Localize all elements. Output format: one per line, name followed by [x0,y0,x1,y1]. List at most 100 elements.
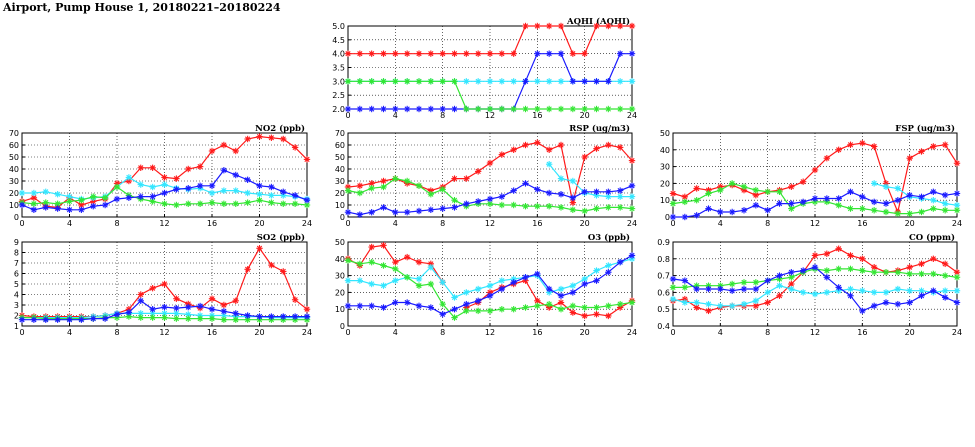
no2-series-green-point [173,201,180,209]
so2-series-blue-point [185,303,192,311]
co-x-tick-label: 24 [952,328,962,337]
no2-series-cyan-point [208,189,216,197]
so2-series-cyan-point [185,311,192,318]
co-series-cyan-point [941,287,949,294]
no2-y-tick-label: 50 [9,153,19,162]
o3-series-blue-point [474,297,482,304]
rsp-series-green-point [427,191,435,198]
fsp-series-red-point [693,185,700,192]
rsp-series-blue-point [498,193,506,200]
o3-series-blue-point [403,299,411,306]
no2-series-blue-point [196,182,204,189]
aqhi-series-blue-point [415,105,423,113]
co-x-tick-label: 16 [857,328,867,337]
no2-series-cyan-point [244,189,251,197]
fsp-series-red-point [870,143,878,150]
rsp-series-blue-point [581,188,588,195]
rsp-y-tick-label: 10 [335,201,345,210]
fsp-series-green-point [740,183,748,190]
so2-y-tick-label: 9 [14,238,19,247]
fsp-series-blue-point [717,208,724,216]
co-x-tick-label: 20 [905,328,915,337]
aqhi-series-green-point [415,78,423,85]
fsp-series-green-point [847,205,854,212]
o3-series-cyan-point [486,282,494,289]
o3-series-blue-point [522,274,529,281]
fsp-series-blue-point [894,197,902,204]
co-series-cyan-point [823,289,831,296]
no2-series-green-point [113,183,121,191]
co-series-blue-point [788,269,795,276]
co-series-green-point [941,272,949,279]
o3-series-cyan-point [356,277,364,284]
o3-series-green-point [415,282,423,289]
so2-x-tick-label: 20 [254,328,264,337]
co-series-cyan-point [740,300,748,308]
rsp-y-tick-label: 0 [340,213,345,222]
so2-series-blue-point [18,316,26,323]
no2-x-tick-label: 4 [67,219,72,228]
co-series-cyan-point [847,285,854,293]
co-series-red-point [941,260,949,268]
no2-series-red-point [244,135,251,143]
no2-y-tick-label: 0 [14,213,19,222]
so2-series-blue-point [54,316,61,323]
so2-y-tick-label: 8 [14,249,19,258]
no2-series-blue-point [42,204,49,211]
rsp-x-tick-label: 24 [627,219,637,228]
o3-chart-title: O3 (ppb) [588,232,630,243]
o3-series-blue-point [593,277,600,284]
co-y-tick-label: 0.6 [657,288,670,297]
fsp-series-cyan-point [894,185,902,192]
fsp-series-red-point [953,160,961,167]
co-series-blue-point [705,285,712,293]
fsp-chart-title: FSP (ug/m3) [895,123,955,134]
so2-series-blue-point [232,310,239,317]
aqhi-series-green-point [534,105,541,113]
aqhi-series-green-point [593,105,600,113]
rsp-series-red-point [380,177,387,185]
co-series-cyan-point [681,299,689,306]
fsp-series-green-point [835,202,842,209]
aqhi-series-blue-point [522,78,529,85]
fsp-series-green-point [894,210,902,217]
rsp-series-blue-point [522,180,529,187]
co-series-blue-point [752,285,760,293]
o3-x-tick-label: 16 [532,328,542,337]
so2-x-tick-label: 0 [19,328,24,337]
aqhi-series-green-point [403,78,411,85]
aqhi-x-tick-label: 20 [580,111,590,120]
o3-series-red-point [392,258,399,266]
o3-series-green-point [593,304,600,311]
co-series-blue-point [669,275,677,283]
co-series-red-point [823,250,831,257]
co-series-green-point [728,280,736,288]
rsp-series-blue-point [557,191,565,198]
fsp-series-green-point [693,197,700,204]
aqhi-series-green-point [344,78,352,85]
fsp-x-tick-label: 8 [765,219,770,228]
fsp-series-cyan-point [953,202,961,209]
rsp-series-green-point [439,186,446,193]
rsp-series-cyan-point [545,161,553,168]
no2-x-tick-label: 16 [207,219,217,228]
fsp-x-tick-label: 24 [952,219,962,228]
fsp-series-blue-point [847,188,854,195]
aqhi-y-tick-label: 2.5 [332,91,345,100]
fsp-series-green-point [918,208,925,216]
o3-series-red-point [581,312,588,320]
fsp-series-cyan-point [941,200,949,207]
so2-x-tick-label: 12 [159,328,169,337]
rsp-series-blue-point [451,204,458,211]
co-series-blue-point [693,285,700,293]
rsp-series-green-point [581,207,588,215]
no2-series-green-point [54,200,61,207]
no2-series-red-point [220,141,228,149]
rsp-series-blue-point [534,186,541,193]
fsp-series-blue-point [823,195,831,202]
fsp-series-red-point [788,183,795,190]
o3-series-red-point [605,312,612,320]
no2-series-green-point [268,199,275,206]
o3-series-cyan-point [380,282,387,289]
aqhi-series-green-point [557,105,565,113]
